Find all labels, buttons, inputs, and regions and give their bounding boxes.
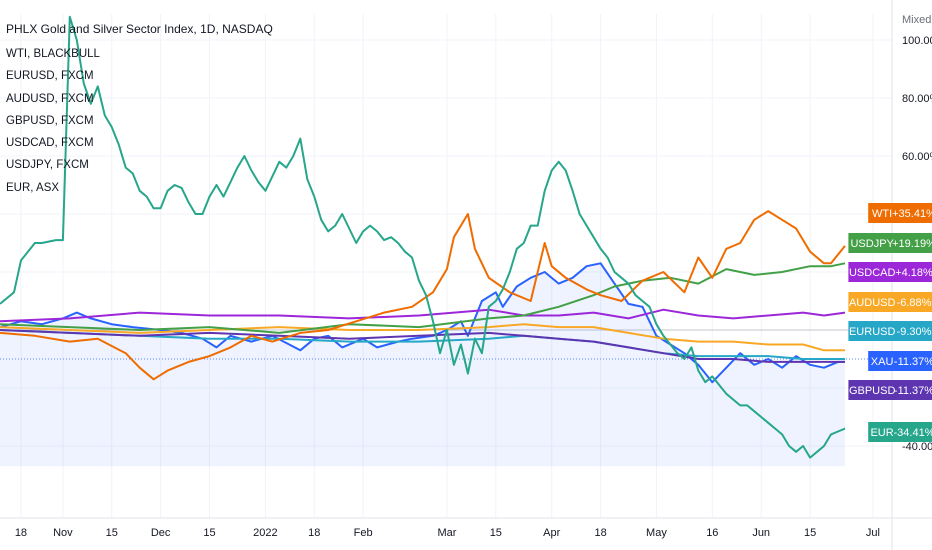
badge-value-gbpusd: -11.37%: [894, 385, 932, 397]
x-tick-label: 15: [203, 527, 215, 539]
series-line-eur: [0, 15, 846, 459]
badge-value-bg: [896, 422, 932, 442]
x-tick-label: 18: [15, 527, 27, 539]
badge-name-usdjpy: USDJPY: [850, 238, 894, 250]
legend-item-eurusd[interactable]: EURUSD, FXCM: [6, 70, 94, 83]
legend-item-gbpusd[interactable]: GBPUSD, FXCM: [6, 114, 94, 127]
legend-item-audusd[interactable]: AUDUSD, FXCM: [6, 92, 94, 105]
x-tick-label: Dec: [151, 527, 171, 539]
badge-value-eurusd: -9.30%: [897, 326, 932, 338]
area-fills: [0, 263, 845, 467]
badge-value-bg: [896, 203, 932, 223]
badge-name-bg: [848, 292, 896, 312]
badge-value-bg: [896, 321, 932, 341]
badge-name-eurusd: EURUSD: [849, 326, 896, 338]
x-tick-label: 18: [594, 527, 606, 539]
x-tick-label: 16: [706, 527, 718, 539]
badge-name-bg: [868, 422, 896, 442]
badge-name-eur: EUR: [870, 427, 893, 439]
badge-name-xau: XAU: [871, 356, 894, 368]
y-tick-label: 80.00%: [902, 93, 932, 105]
legend-item-usdcad[interactable]: USDCAD, FXCM: [6, 137, 94, 150]
badge-value-wti: +35.41%: [892, 208, 932, 220]
badge-name-bg: [848, 321, 896, 341]
series-line-usdjpy: [0, 262, 846, 334]
badge-name-usdcad: USDCAD: [849, 267, 896, 279]
legend-item-wti[interactable]: WTI, BLACKBULL: [6, 48, 100, 60]
legend-item-eur[interactable]: EUR, ASX: [6, 181, 60, 194]
x-tick-label: May: [646, 527, 667, 539]
badge-name-gbpusd: GBPUSD: [849, 385, 896, 397]
x-tick-label: Jul: [866, 527, 880, 539]
x-tick-label: 2022: [253, 527, 277, 539]
x-tick-label: Apr: [543, 527, 560, 539]
series-line-usdcad: [0, 308, 846, 323]
x-tick-label: Jun: [752, 527, 770, 539]
series-line-wti: [0, 210, 846, 381]
badge-name-bg: [848, 233, 896, 253]
y-tick-label: 100.00%: [902, 35, 932, 47]
badge-value-bg: [896, 233, 932, 253]
badge-value-xau: -11.37%: [894, 356, 932, 368]
x-tick-label: Nov: [53, 527, 73, 539]
x-tick-label: Mar: [437, 527, 456, 539]
series-area-xau: [0, 263, 845, 467]
series-line-audusd: [0, 323, 845, 352]
last-value-badges: WTI +35.41% USDJPY+19.19% USDCAD +4.18% AUDUS…: [848, 203, 932, 442]
badge-value-usdjpy: +19.19%: [892, 238, 932, 250]
badge-name-bg: [868, 351, 896, 371]
badge-value-eur: -34.41%: [894, 427, 932, 439]
symbol-legend: WTI, BLACKBULL EURUSD, FXCM AUDUSD, FXCM…: [6, 43, 206, 199]
legend-item-usdjpy[interactable]: USDJPY, FXCM: [6, 159, 89, 172]
badge-name-bg: [848, 262, 896, 282]
series-line-xau: [0, 262, 845, 384]
badge-value-bg: [896, 262, 932, 282]
series-lines: [0, 15, 846, 459]
x-tick-label: 15: [804, 527, 816, 539]
badge-value-usdcad: +4.18%: [895, 267, 932, 279]
x-tick-label: 15: [106, 527, 118, 539]
price-scale[interactable]: 100.00% 80.00% 60.00% -40.00%: [891, 0, 932, 550]
badge-value-audusd: -6.88%: [897, 297, 932, 309]
badge-value-bg: [896, 380, 932, 400]
badge-name-bg: [868, 203, 896, 223]
series-line-gbpusd: [0, 329, 845, 363]
badge-name-wti: WTI: [872, 208, 892, 220]
time-scale[interactable]: 18 Nov 15 Dec 15 2022 18 Feb Mar 15 Apr 18 May 16 Jun 1…: [0, 517, 932, 539]
chart-title: PHLX Gold and Silver Sector Index, 1D, N…: [6, 22, 273, 36]
badge-value-bg: [896, 292, 932, 312]
badge-name-bg: [848, 380, 896, 400]
scale-mode-label[interactable]: Mixed: [902, 14, 932, 26]
x-tick-label: 18: [308, 527, 320, 539]
y-tick-label: -40.00%: [902, 441, 932, 453]
y-tick-label: 60.00%: [902, 151, 932, 163]
badge-value-bg: [896, 351, 932, 371]
x-tick-label: 15: [490, 527, 502, 539]
x-tick-label: Feb: [354, 527, 373, 539]
badge-name-audusd: AUDUSD: [849, 297, 896, 309]
